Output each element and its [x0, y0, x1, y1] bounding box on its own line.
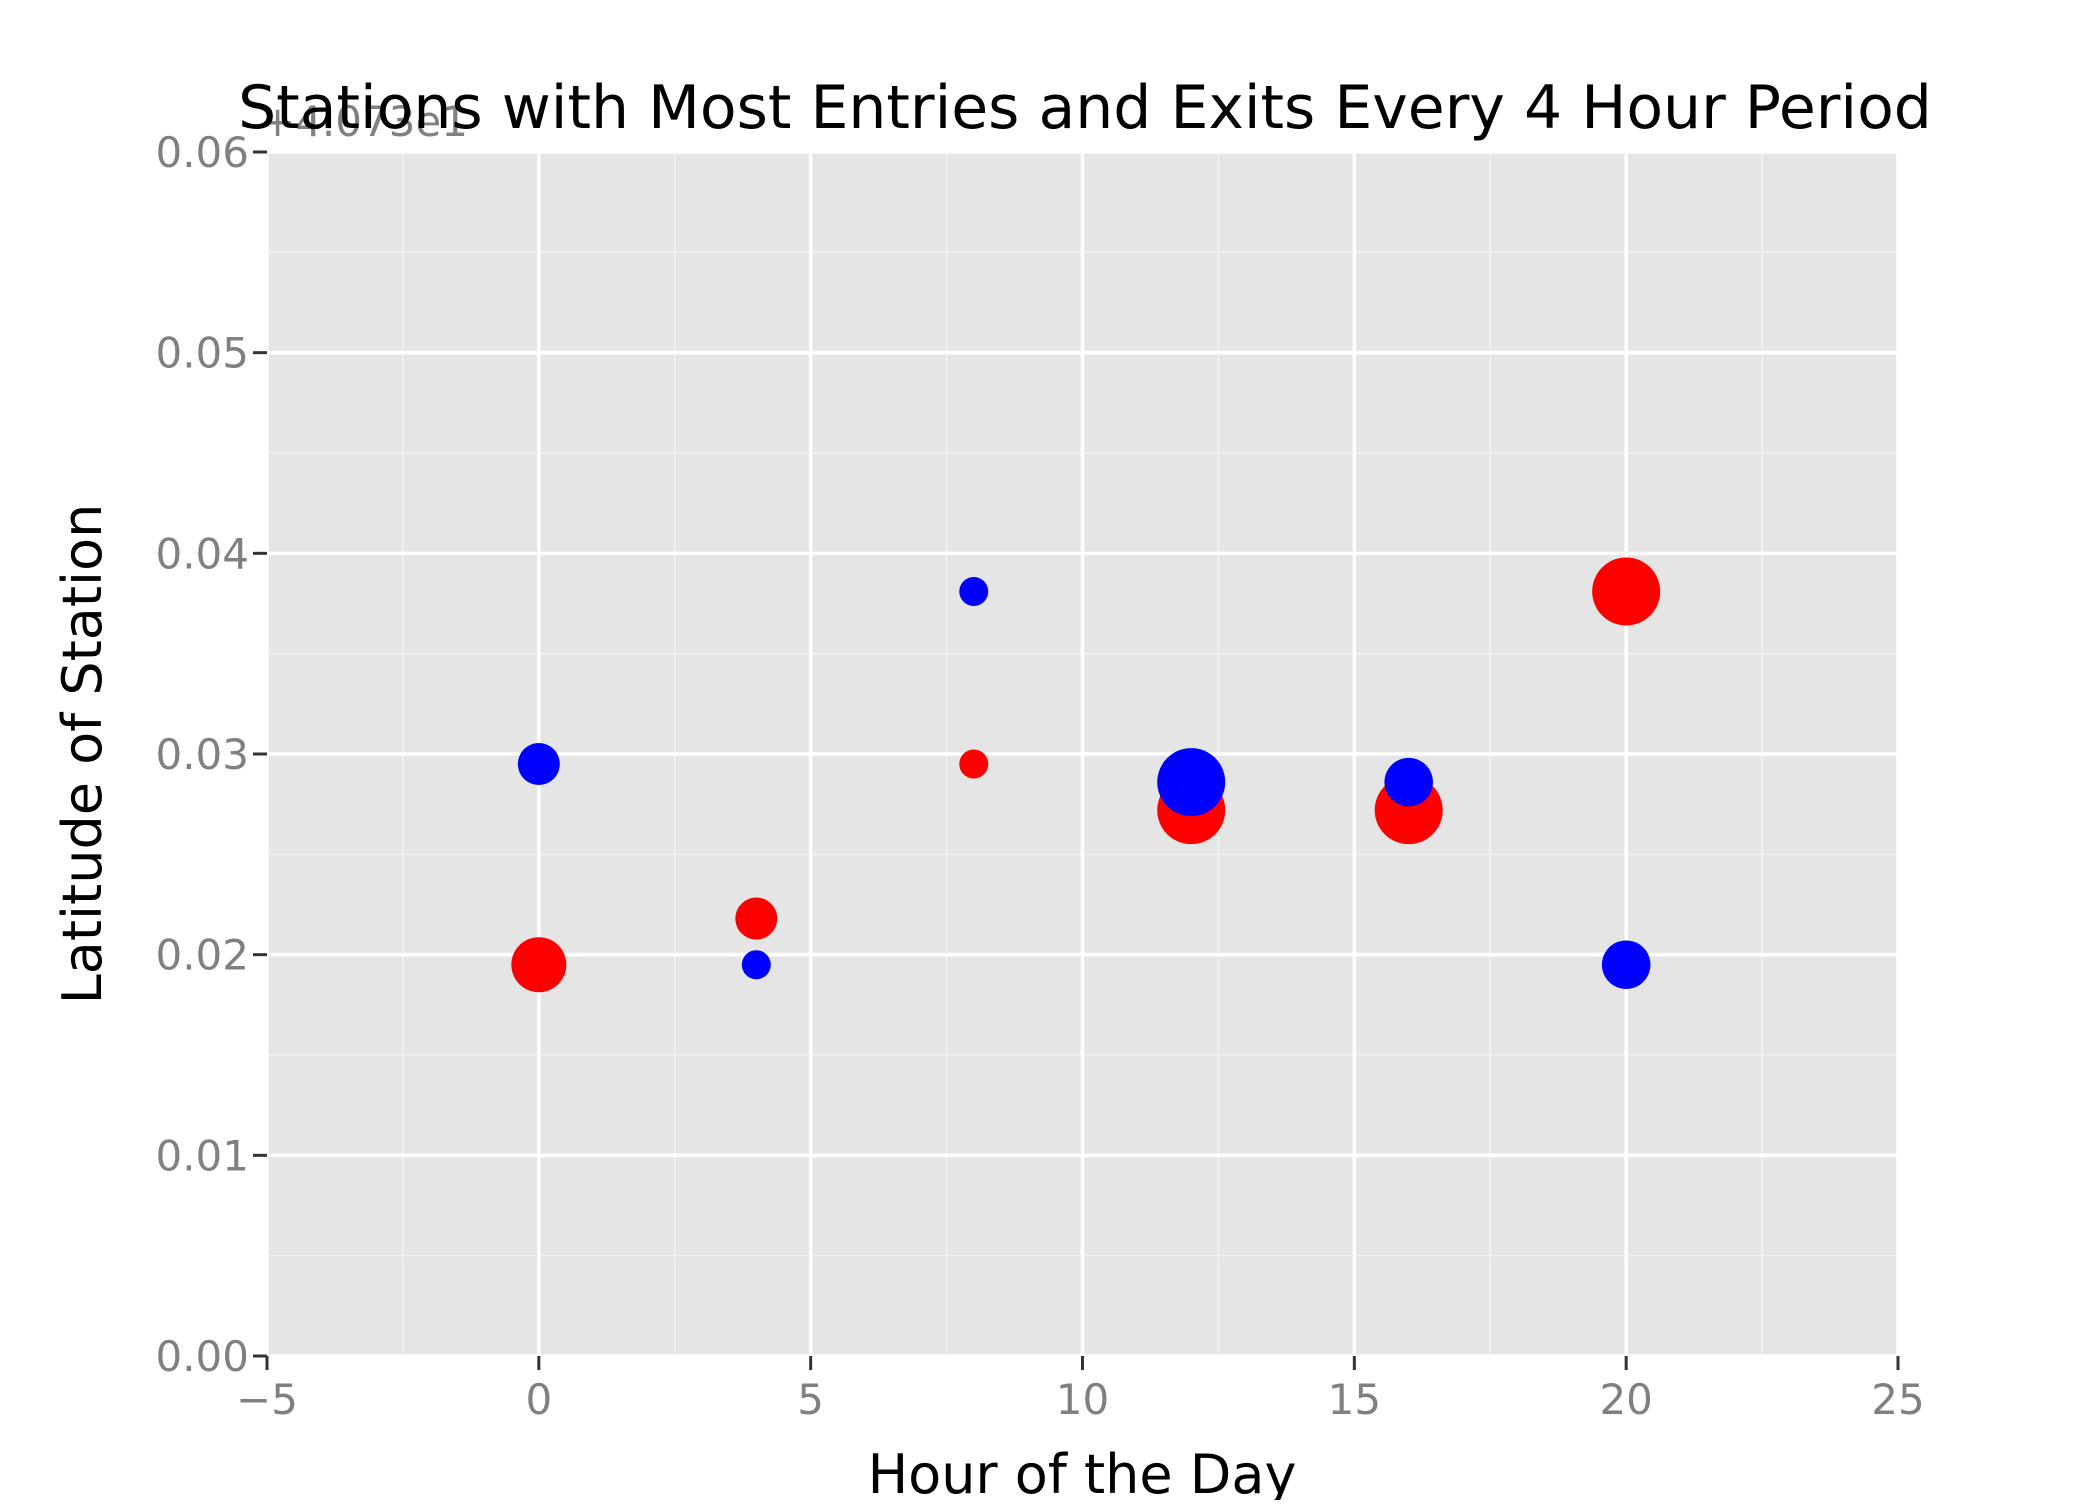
x-tick-label: 15 [1328, 1375, 1381, 1424]
y-tick-label: 0.01 [155, 1131, 249, 1180]
data-points [511, 557, 1661, 993]
x-axis-label: Hour of the Day [868, 1443, 1297, 1500]
blue-data-point [1601, 940, 1651, 989]
blue-data-point [517, 743, 560, 786]
y-tick-label: 0.03 [155, 730, 249, 779]
red-data-point [735, 897, 778, 940]
y-tick-label: 0.04 [155, 529, 249, 578]
y-tick-label: 0.06 [155, 128, 249, 177]
x-tick-label: −5 [236, 1375, 298, 1424]
y-axis-label: Latitude of Station [51, 504, 114, 1005]
axis-ticks: −5 0 5 10 15 20 25 0.00 0.01 0.02 0.03 0.04 0.05 0.06 [155, 128, 1924, 1424]
red-data-point [511, 937, 567, 993]
blue-data-point [1384, 757, 1433, 807]
red-data-point [959, 749, 989, 779]
chart-title: Stations with Most Entries and Exits Eve… [238, 73, 1932, 143]
y-tick-label: 0.00 [155, 1332, 249, 1381]
x-tick-label: 5 [797, 1375, 824, 1424]
x-tick-label: 0 [525, 1375, 552, 1424]
x-tick-label: 20 [1599, 1375, 1652, 1424]
blue-data-point [1157, 748, 1226, 817]
y-offset-label: +4.073e1 [260, 97, 468, 146]
blue-data-point [741, 950, 771, 980]
x-tick-label: 10 [1056, 1375, 1109, 1424]
blue-data-point [959, 576, 989, 606]
y-tick-label: 0.05 [155, 329, 249, 378]
x-tick-label: 25 [1871, 1375, 1924, 1424]
red-data-point [1592, 557, 1661, 626]
y-tick-label: 0.02 [155, 931, 249, 980]
